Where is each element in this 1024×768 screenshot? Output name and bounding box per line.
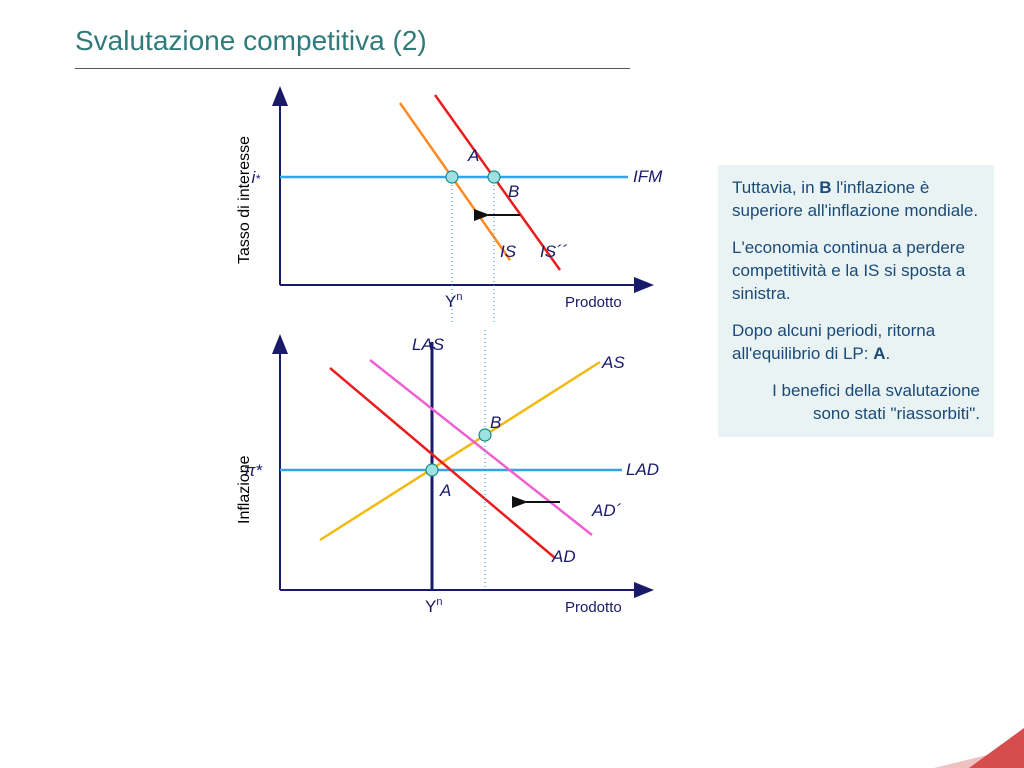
- lbl-is2: IS´´: [540, 242, 568, 261]
- lbl-a-bot: A: [439, 481, 451, 500]
- para-4: I benefici della svalutazione sono stati…: [732, 380, 980, 426]
- lbl-is: IS: [500, 242, 517, 261]
- lbl-prodotto-bot: Prodotto: [565, 599, 622, 616]
- adp-line: [370, 360, 592, 535]
- lbl-b-bot: B: [490, 413, 501, 432]
- lbl-yn-top: Yn: [445, 291, 462, 311]
- point-a-top: [446, 171, 458, 183]
- lbl-i: i*: [252, 168, 261, 187]
- bottom-diagram: π* LAS AS LAD AD AD´ A B Yn Prodotto: [220, 330, 690, 630]
- lbl-lad: LAD: [626, 460, 659, 479]
- explanation-box: Tuttavia, in B l'inflazione è superiore …: [718, 165, 994, 437]
- lbl-as: AS: [601, 353, 625, 372]
- lbl-prodotto-top: Prodotto: [565, 294, 622, 311]
- ad-line: [330, 368, 555, 558]
- lbl-ad: AD: [551, 547, 576, 566]
- lbl-yn-bot: Yn: [425, 596, 442, 616]
- lbl-pi: π*: [244, 461, 263, 480]
- lbl-las: LAS: [412, 335, 445, 354]
- as-line: [320, 362, 600, 540]
- para-1: Tuttavia, in B l'inflazione è superiore …: [732, 177, 980, 223]
- para-2: L'economia continua a perdere competitiv…: [732, 237, 980, 306]
- slide-title: Svalutazione competitiva (2): [75, 25, 427, 57]
- para-3: Dopo alcuni periodi, ritorna all'equilib…: [732, 320, 980, 366]
- top-diagram: i* IFM A B IS IS´´ Yn Prodotto: [220, 85, 690, 330]
- lbl-b-top: B: [508, 182, 519, 201]
- point-b-top: [488, 171, 500, 183]
- lbl-adp: AD´: [591, 501, 622, 520]
- lbl-a-top: A: [467, 146, 479, 165]
- point-a-bot: [426, 464, 438, 476]
- title-rule: [75, 68, 630, 69]
- corner-decoration: [969, 728, 1024, 768]
- lbl-ifm: IFM: [633, 167, 663, 186]
